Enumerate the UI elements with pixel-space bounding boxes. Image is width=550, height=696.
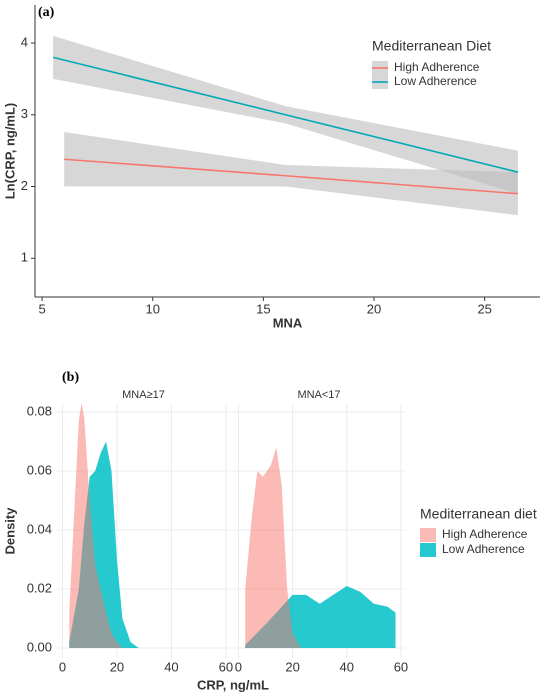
x-tick-label: 25 xyxy=(477,301,491,316)
y-tick-label: 3 xyxy=(21,106,28,121)
y-tick-label: 0.00 xyxy=(27,639,52,654)
confidence-band xyxy=(64,131,518,216)
facet-title: MNA<17 xyxy=(297,389,340,401)
x-tick-label: 20 xyxy=(285,659,299,674)
y-tick-label: 0.04 xyxy=(27,521,52,536)
panel-label: (a) xyxy=(38,5,55,20)
y-axis-title: Ln(CRP, ng/mL) xyxy=(2,103,17,200)
x-tick-label: 60 xyxy=(394,659,408,674)
y-tick-label: 1 xyxy=(21,250,28,265)
legend-label: Low Adherence xyxy=(442,542,525,556)
density-area xyxy=(69,403,123,648)
x-tick-label: 5 xyxy=(38,301,45,316)
panel-label: (b) xyxy=(62,370,79,385)
x-tick-label: 15 xyxy=(256,301,270,316)
legend-label: High Adherence xyxy=(394,60,480,74)
x-tick-label: 10 xyxy=(145,301,159,316)
y-tick-label: 0.08 xyxy=(27,403,52,418)
trend-line xyxy=(64,158,518,195)
legend-label: Low Adherence xyxy=(394,74,477,88)
y-tick-label: 2 xyxy=(21,178,28,193)
facet-title: MNA≥17 xyxy=(122,389,165,401)
x-tick-label: 20 xyxy=(367,301,381,316)
y-tick-label: 4 xyxy=(21,34,28,49)
x-axis-title: CRP, ng/mL xyxy=(197,677,269,692)
legend-label: High Adherence xyxy=(442,527,528,541)
x-tick-label: 60 xyxy=(219,659,233,674)
trend-line xyxy=(52,56,519,173)
legend-key xyxy=(420,528,436,542)
x-tick-label: 40 xyxy=(164,659,178,674)
legend-key xyxy=(420,543,436,557)
legend-title: Mediterranean diet xyxy=(420,506,537,522)
density-area xyxy=(245,447,301,648)
x-tick-label: 0 xyxy=(59,659,66,674)
x-tick-label: 20 xyxy=(110,659,124,674)
y-tick-label: 0.06 xyxy=(27,462,52,477)
y-tick-label: 0.02 xyxy=(27,580,52,595)
legend-title: Mediterranean Diet xyxy=(372,38,491,54)
y-axis-title: Density xyxy=(2,507,17,555)
x-axis-title: MNA xyxy=(273,315,303,330)
x-tick-label: 40 xyxy=(340,659,354,674)
x-tick-label: 0 xyxy=(235,659,242,674)
